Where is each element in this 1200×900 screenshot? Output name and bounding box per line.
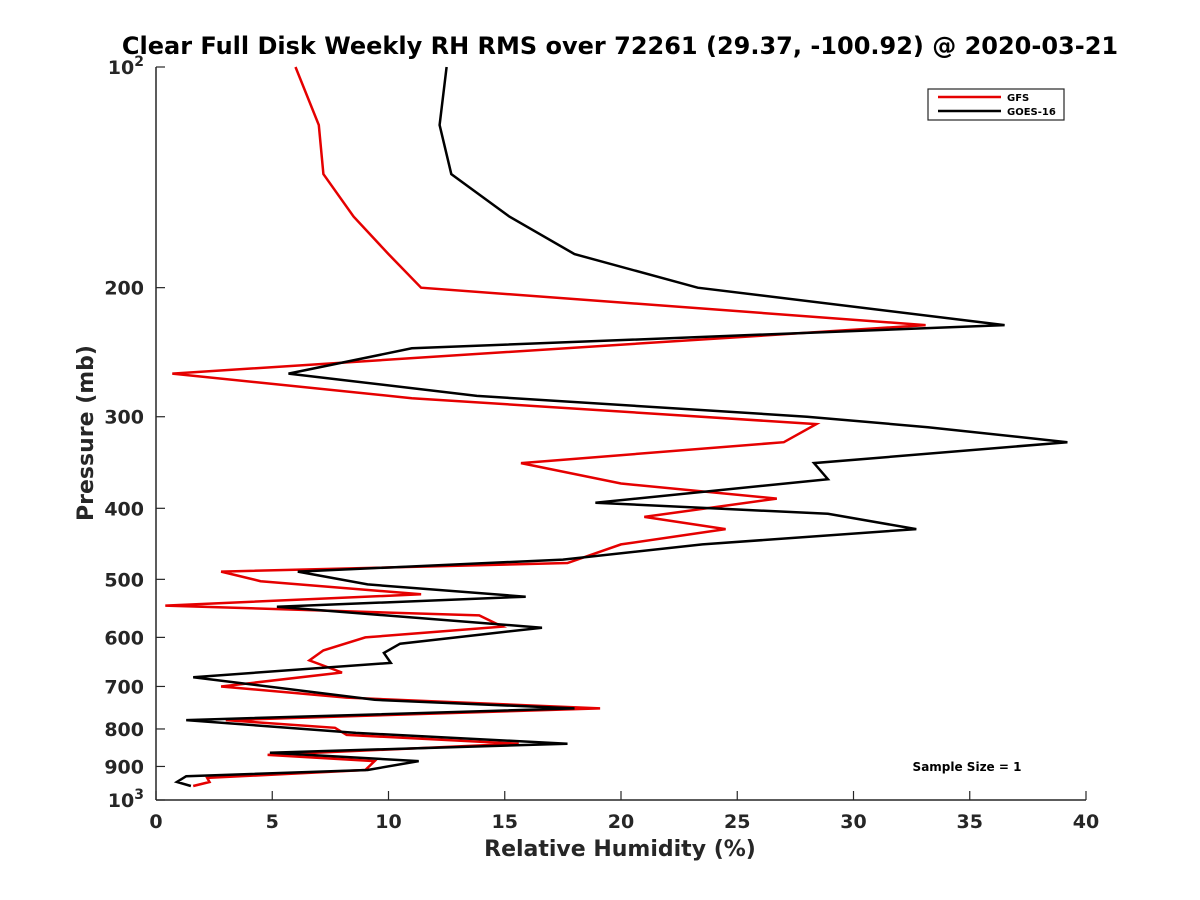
- legend-box: [927, 88, 1065, 121]
- y-tick-label: 600: [104, 627, 144, 649]
- x-tick-label: 25: [724, 811, 750, 833]
- y-tick-label: 400: [104, 498, 144, 520]
- series-line-gfs: [165, 66, 926, 788]
- x-axis-label: Relative Humidity (%): [484, 837, 756, 862]
- x-axis-ticks: 0 5 10 15 20 25 30 35 40: [149, 791, 1099, 833]
- x-tick-label: 5: [266, 811, 279, 833]
- chart-title: Clear Full Disk Weekly RH RMS over 72261…: [122, 32, 1118, 60]
- y-tick-label: 800: [104, 719, 144, 741]
- x-tick-label: 30: [840, 811, 866, 833]
- y-axis-label: Pressure (mb): [74, 345, 99, 521]
- plot-background: [156, 67, 1086, 800]
- series-line-goes16: [173, 66, 1068, 788]
- x-tick-label: 10: [375, 811, 401, 833]
- x-tick-label: 20: [608, 811, 634, 833]
- y-tick-label: 200: [104, 278, 144, 300]
- x-tick-label: 15: [492, 811, 518, 833]
- y-tick-label: 300: [104, 407, 144, 429]
- legend: GFS GOES-16: [927, 88, 1065, 121]
- y-tick-label: 900: [104, 756, 144, 778]
- x-tick-label: 40: [1073, 811, 1099, 833]
- series-layer: [165, 66, 1068, 788]
- x-tick-label: 35: [957, 811, 983, 833]
- y-tick-label: 700: [104, 676, 144, 698]
- sample-size-annotation: Sample Size = 1: [913, 760, 1022, 774]
- plot-area: 0 5 10 15 20 25 30 35 40 10220030040050060070080…: [104, 54, 1099, 833]
- legend-label-goes16: GOES-16: [1007, 107, 1056, 118]
- x-tick-label: 0: [149, 811, 162, 833]
- legend-label-gfs: GFS: [1007, 93, 1029, 104]
- y-tick-label: 500: [104, 569, 144, 591]
